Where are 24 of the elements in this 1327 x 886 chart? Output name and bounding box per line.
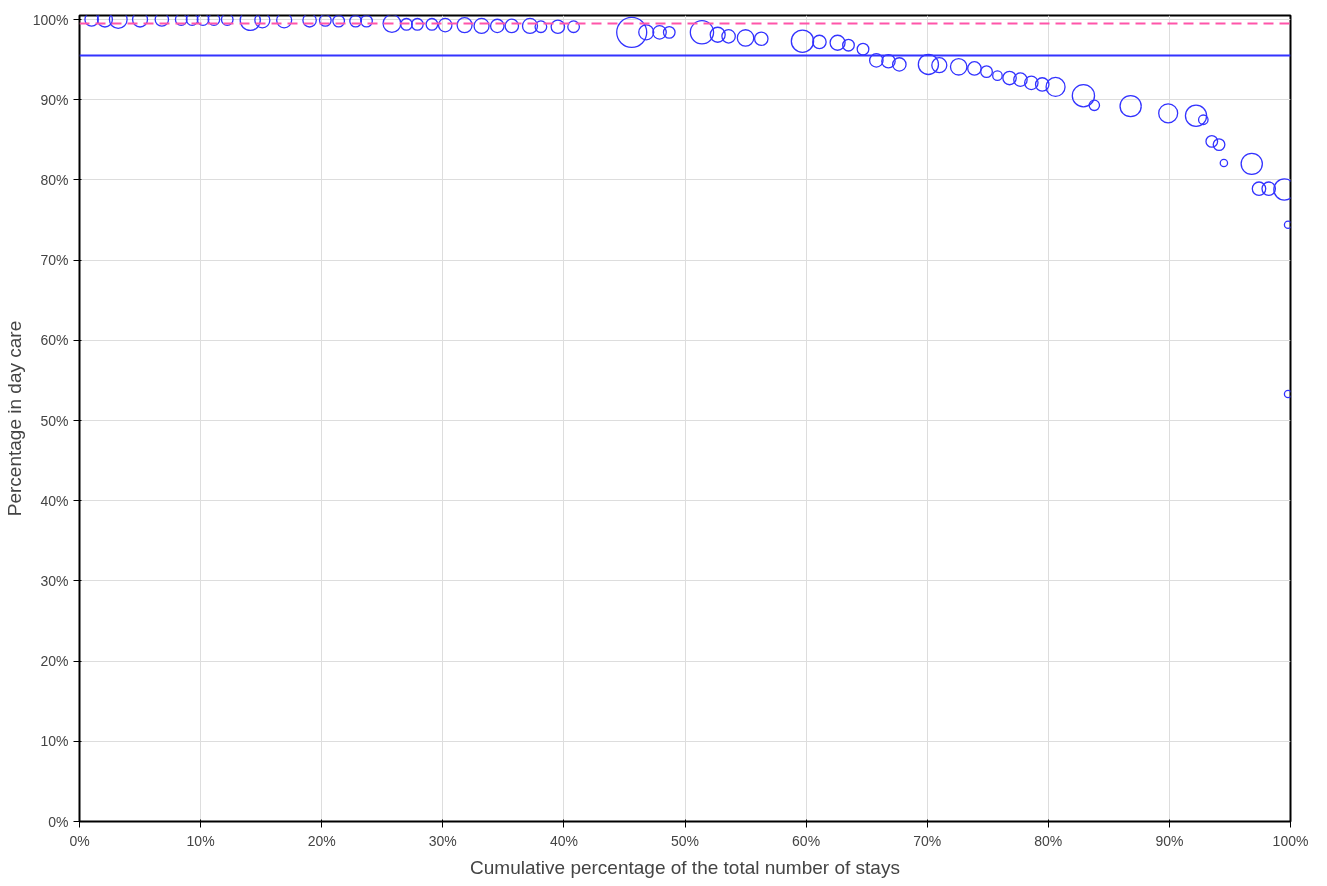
y-tick-label: 100% <box>32 11 69 28</box>
y-axis-title: Percentage in day care <box>3 320 25 517</box>
x-tick-label: 90% <box>1155 832 1184 849</box>
x-tick-label: 20% <box>307 832 336 849</box>
y-tick-label: 30% <box>40 572 69 589</box>
y-tick-label: 10% <box>40 733 69 750</box>
x-tick-label: 10% <box>186 832 215 849</box>
x-tick-label: 50% <box>670 832 700 849</box>
x-tick-label: 60% <box>792 832 821 849</box>
y-tick-label: 40% <box>40 492 69 509</box>
x-tick-label: 0% <box>69 832 90 849</box>
y-tick-label: 50% <box>40 412 69 429</box>
x-tick-label: 70% <box>913 832 942 849</box>
x-tick-label: 40% <box>549 832 578 849</box>
x-tick-label: 80% <box>1034 832 1063 849</box>
y-tick-label: 90% <box>40 91 69 108</box>
x-axis-title: Cumulative percentage of the total number of stays <box>470 856 900 878</box>
y-tick-label: 70% <box>40 252 69 269</box>
x-tick-label: 100% <box>1272 832 1309 849</box>
y-tick-label: 80% <box>40 171 69 188</box>
x-tick-label: 30% <box>428 832 457 849</box>
y-tick-label: 0% <box>48 813 69 830</box>
y-tick-label: 20% <box>40 653 69 670</box>
y-tick-label: 60% <box>40 332 69 349</box>
